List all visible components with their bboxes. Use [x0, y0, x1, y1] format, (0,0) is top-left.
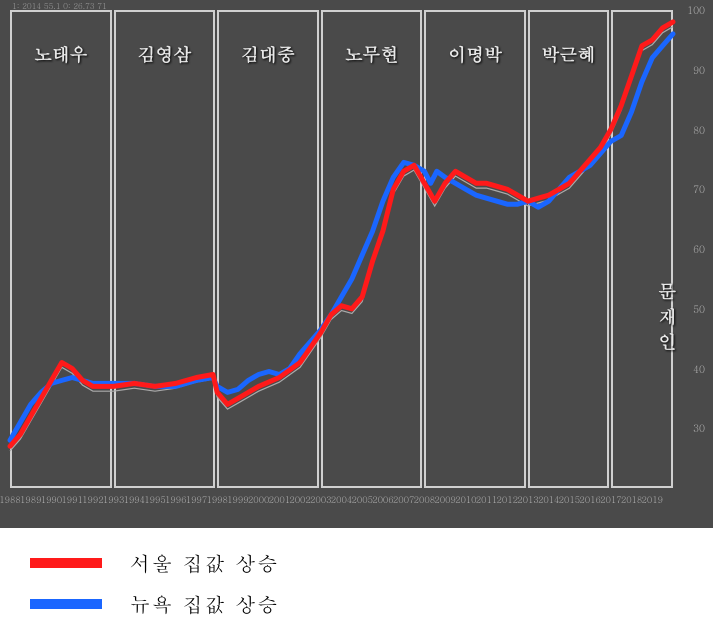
x-axis-tick: 2019 — [642, 493, 663, 506]
x-axis-tick: 2001 — [269, 493, 290, 506]
x-axis-tick: 2007 — [393, 493, 414, 506]
y-axis-tick: 90 — [693, 63, 705, 77]
x-axis-tick: 2018 — [621, 493, 642, 506]
x-axis-tick: 1995 — [144, 493, 165, 506]
legend-label-newyork: 뉴욕 집값 상승 — [130, 589, 279, 618]
x-axis-tick: 2014 — [538, 493, 559, 506]
y-axis-tick: 30 — [693, 421, 705, 435]
legend-item-newyork: 뉴욕 집값 상승 — [30, 589, 279, 618]
y-axis-tick: 40 — [693, 362, 705, 376]
x-axis-tick: 2002 — [289, 493, 310, 506]
legend-item-seoul: 서울 집값 상승 — [30, 548, 279, 577]
x-axis-tick: 1999 — [227, 493, 248, 506]
y-axis-tick: 80 — [693, 123, 705, 137]
legend-swatch-newyork — [30, 599, 102, 609]
x-axis-tick: 2003 — [310, 493, 331, 506]
x-axis-tick: 2017 — [600, 493, 621, 506]
x-axis-tick: 2009 — [434, 493, 455, 506]
x-axis-tick: 2013 — [517, 493, 538, 506]
x-axis-tick: 1991 — [61, 493, 82, 506]
y-axis-tick: 50 — [693, 302, 705, 316]
legend-swatch-seoul — [30, 558, 102, 568]
x-axis-tick: 2006 — [372, 493, 393, 506]
x-axis-tick: 2008 — [414, 493, 435, 506]
x-axis-tick: 2005 — [351, 493, 372, 506]
x-axis-tick: 1988 — [0, 493, 21, 506]
x-axis-tick: 1990 — [41, 493, 62, 506]
x-axis-tick: 2010 — [455, 493, 476, 506]
x-axis-tick: 1989 — [20, 493, 41, 506]
x-axis-tick: 1992 — [82, 493, 103, 506]
x-axis-tick: 1998 — [206, 493, 227, 506]
chart-container: 1: 2014 55.1 0: 26.73 71 노태우김영삼김대중노무현이명박… — [0, 0, 713, 528]
series-line-newyork — [10, 34, 673, 440]
x-axis-tick: 2012 — [497, 493, 518, 506]
x-axis-tick: 1997 — [186, 493, 207, 506]
period-label-current: 문재인 — [658, 279, 676, 354]
x-axis-tick: 1996 — [165, 493, 186, 506]
x-axis-tick: 2015 — [559, 493, 580, 506]
y-axis-tick: 70 — [693, 182, 705, 196]
chart-plot-area: 노태우김영삼김대중노무현이명박박근혜 30405060708090100 198… — [10, 10, 673, 488]
chart-lines — [10, 10, 673, 488]
legend-label-seoul: 서울 집값 상승 — [130, 548, 279, 577]
y-axis-tick: 100 — [687, 3, 705, 17]
legend: 서울 집값 상승 뉴욕 집값 상승 — [30, 548, 279, 630]
x-axis-tick: 2004 — [331, 493, 352, 506]
x-axis-tick: 2016 — [579, 493, 600, 506]
x-axis-tick: 2000 — [248, 493, 269, 506]
x-axis-tick: 1993 — [103, 493, 124, 506]
x-axis-tick: 1994 — [124, 493, 145, 506]
x-axis-tick: 2011 — [476, 493, 497, 506]
y-axis-tick: 60 — [693, 242, 705, 256]
